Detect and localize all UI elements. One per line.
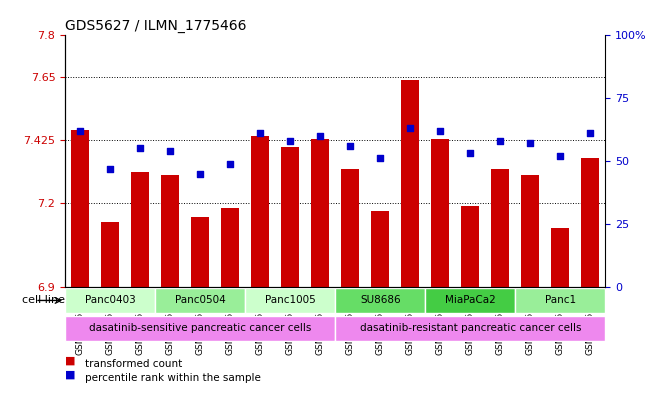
Point [345,143,355,149]
Text: MiaPaCa2: MiaPaCa2 [445,296,495,305]
Text: ■: ■ [65,370,76,380]
Point [165,148,175,154]
Point [255,130,266,136]
Text: percentile rank within the sample: percentile rank within the sample [85,373,260,383]
Point [75,128,85,134]
FancyBboxPatch shape [155,288,245,313]
Bar [551,228,570,286]
FancyBboxPatch shape [425,288,516,313]
Bar [492,169,509,286]
Point [555,153,566,159]
FancyBboxPatch shape [65,316,335,340]
FancyBboxPatch shape [245,288,335,313]
FancyBboxPatch shape [516,288,605,313]
Bar [191,217,209,286]
Point [435,128,445,134]
Bar [581,158,600,286]
Text: Panc1005: Panc1005 [265,296,316,305]
Bar [101,222,119,286]
Text: Panc0403: Panc0403 [85,296,135,305]
FancyBboxPatch shape [65,288,155,313]
Text: dasatinib-resistant pancreatic cancer cells: dasatinib-resistant pancreatic cancer ce… [359,323,581,333]
Bar [311,139,329,286]
Point [285,138,296,144]
Text: Panc0504: Panc0504 [175,296,225,305]
Point [135,145,145,152]
Point [585,130,596,136]
Text: Panc1: Panc1 [545,296,576,305]
Text: GDS5627 / ILMN_1775466: GDS5627 / ILMN_1775466 [65,19,247,33]
Bar [521,175,540,286]
Bar [71,130,89,286]
Bar [462,206,479,286]
Point [495,138,506,144]
Text: transformed count: transformed count [85,358,182,369]
Text: cell line: cell line [22,296,65,305]
Bar [221,208,239,286]
Point [375,155,385,162]
Point [195,171,206,177]
Bar [371,211,389,286]
Point [225,160,236,167]
Point [525,140,536,147]
Point [105,165,115,172]
Point [465,150,475,156]
Text: dasatinib-sensitive pancreatic cancer cells: dasatinib-sensitive pancreatic cancer ce… [89,323,311,333]
Point [405,125,415,132]
Bar [432,139,449,286]
Text: SU8686: SU8686 [360,296,400,305]
FancyBboxPatch shape [335,316,605,340]
Bar [401,80,419,286]
Bar [281,147,299,286]
Point [315,133,326,139]
Text: ■: ■ [65,356,76,365]
Bar [251,136,270,286]
Bar [161,175,179,286]
FancyBboxPatch shape [335,288,425,313]
Bar [131,172,149,286]
Bar [341,169,359,286]
